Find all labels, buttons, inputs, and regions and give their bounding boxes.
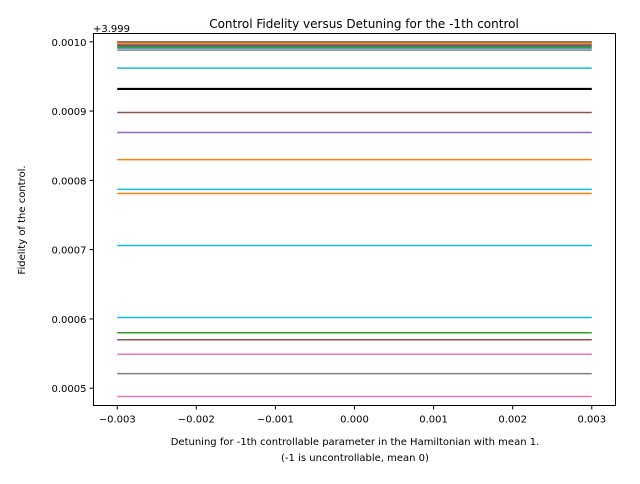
x-axis-label-line2: (-1 is uncontrollable, mean 0): [281, 453, 429, 464]
y-axis-ticks: 0.0005 0.0006 0.0007 0.0008 0.0009 0.0010: [52, 38, 94, 395]
y-tick-label: 0.0008: [52, 176, 87, 187]
x-tick-label: 0.001: [419, 415, 448, 426]
x-axis-ticks: −0.003 −0.002 −0.001 0.000 0.001 0.002 0.003: [99, 405, 606, 426]
y-tick-label: 0.0005: [52, 384, 87, 395]
y-offset-label: +3.999: [93, 24, 130, 35]
y-axis-label: Fidelity of the control.: [17, 165, 28, 274]
y-tick-label: 0.0009: [52, 107, 87, 118]
x-axis-label-line1: Detuning for -1th controllable parameter…: [171, 437, 540, 448]
x-tick-label: −0.002: [178, 415, 215, 426]
x-tick-label: −0.001: [257, 415, 294, 426]
series-lines: [117, 41, 592, 398]
x-tick-label: 0.003: [577, 415, 606, 426]
chart-title: Control Fidelity versus Detuning for the…: [209, 17, 519, 31]
x-tick-label: −0.003: [99, 415, 136, 426]
y-tick-label: 0.0006: [52, 315, 87, 326]
x-tick-label: 0.002: [498, 415, 527, 426]
y-tick-label: 0.0010: [52, 38, 87, 49]
x-tick-label: 0.000: [340, 415, 369, 426]
y-tick-label: 0.0007: [52, 246, 87, 257]
